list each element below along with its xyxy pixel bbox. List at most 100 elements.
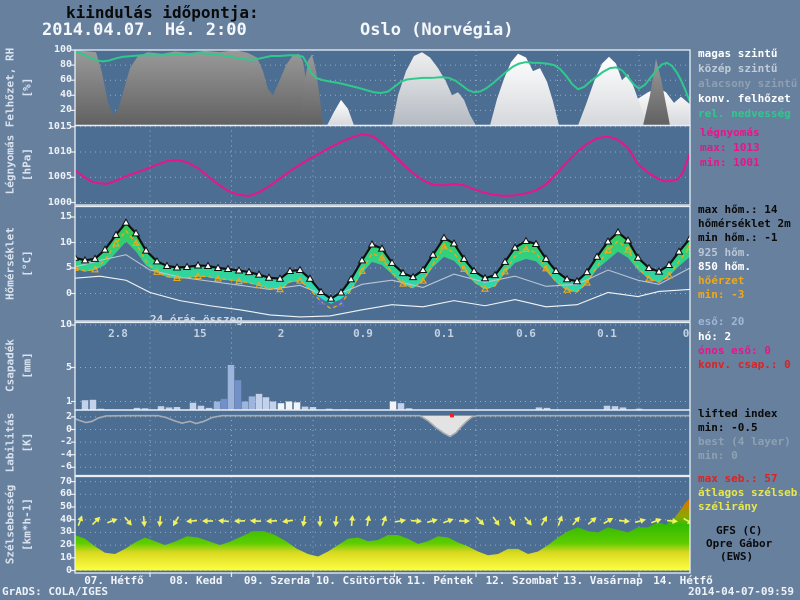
tick-label: 40 <box>59 89 72 101</box>
temp-marker <box>613 227 623 236</box>
lability-line <box>75 414 690 438</box>
precip-bar <box>189 402 197 410</box>
wind-arrow <box>381 515 387 526</box>
temp-marker <box>141 246 151 254</box>
daily-total: 0 <box>682 327 690 340</box>
wind-arrow <box>410 518 422 525</box>
legend-line: max seb.: 57 <box>698 472 778 485</box>
wind-arrow <box>572 516 580 526</box>
temp-marker <box>131 228 141 237</box>
temp-marker <box>387 258 397 266</box>
temp-marker <box>80 255 90 264</box>
panel-bg-lability <box>75 410 690 476</box>
legend-line: max hőm.: 14 <box>698 203 778 216</box>
legend-line: átlagos szélseb. <box>698 486 800 499</box>
wind-arrow <box>124 516 132 526</box>
tick-label: 60 <box>59 488 72 500</box>
temp-marker <box>664 260 674 268</box>
panel-frame <box>74 475 691 574</box>
timestamp: 2014-04-07-09:59 <box>688 585 794 598</box>
tick-label: 60 <box>59 74 72 86</box>
day-label: 12. Szombat <box>485 574 559 587</box>
windchill-marker <box>686 242 690 250</box>
wind-arrow <box>492 516 500 526</box>
day-label: 10. Csütörtök <box>315 574 403 587</box>
wind-arrow <box>666 518 678 525</box>
temp-marker <box>75 253 80 261</box>
wind-arrow <box>317 516 323 527</box>
tick-label: 20 <box>59 539 72 551</box>
tick-label: 40 <box>59 513 72 525</box>
windchill-marker <box>624 245 632 253</box>
wind-arrow <box>426 517 438 524</box>
daily-total: 15 <box>193 327 207 340</box>
legend-line: 925 hőm. <box>698 246 751 259</box>
precip-bar <box>309 407 317 410</box>
precip-bar <box>81 400 89 410</box>
windchill-marker <box>501 267 509 275</box>
wind-arrow <box>365 515 372 527</box>
day-label: 13. Vasárnap <box>563 574 643 587</box>
temp-marker <box>408 272 418 281</box>
temp-marker <box>449 239 459 247</box>
temp-marker <box>582 267 592 276</box>
precip-bar <box>133 407 141 410</box>
wind-arrow <box>540 515 547 526</box>
wind-arrow <box>618 518 630 525</box>
windchill-marker <box>91 265 99 273</box>
cloud-area <box>327 99 354 126</box>
precip-bar <box>141 408 149 410</box>
temp-marker <box>336 288 346 296</box>
panel-frame <box>74 205 691 322</box>
windchill-marker <box>583 278 591 286</box>
windchill-marker <box>214 274 222 282</box>
tick-label: 0 <box>65 287 72 299</box>
temp-marker <box>603 237 613 245</box>
temp-marker <box>418 265 428 274</box>
temp-marker <box>357 255 367 264</box>
wind-arrow <box>250 517 262 524</box>
windchill-marker <box>317 297 325 305</box>
precip-bar <box>197 405 205 410</box>
legend-line: alacsony szintű <box>698 77 798 90</box>
wind-arrow <box>186 518 198 525</box>
windchill-marker <box>440 242 448 250</box>
tick-label: 15 <box>59 211 72 222</box>
tick-label: -6 <box>59 461 72 473</box>
legend-line: min: -3 <box>698 288 745 301</box>
tick-label: -4 <box>59 448 72 460</box>
temp-marker <box>674 247 684 255</box>
temp-marker <box>439 233 449 241</box>
windchill-marker <box>112 239 120 247</box>
day-label: 07. Hétfő <box>84 574 144 587</box>
tick-label: 2 <box>65 410 72 422</box>
tick-label: 80 <box>59 59 72 71</box>
init-time: 2014.04.07. Hé. 2:00 <box>42 20 247 40</box>
windchill-marker <box>235 277 243 285</box>
legend-line: min: -0.5 <box>698 421 758 434</box>
day-label: 14. Hétfő <box>653 574 713 587</box>
grads-credit: GrADS: COLA/IGES <box>2 585 108 598</box>
temp-marker <box>367 240 377 248</box>
temp-marker <box>685 234 690 242</box>
precip-bar <box>293 402 301 410</box>
daily-total-header: 24 órás összeg <box>150 313 243 326</box>
legend-line: min: 1001 <box>700 156 760 169</box>
wind-area <box>75 498 690 571</box>
precip-bar <box>248 396 256 410</box>
windchill-marker <box>378 253 386 261</box>
precip-bar <box>277 403 285 410</box>
cloud-area <box>578 56 647 126</box>
legend-line: hőmérséklet 2m <box>698 217 791 230</box>
day-label: 11. Péntek <box>406 574 474 587</box>
precip-bar <box>157 406 165 410</box>
daily-total: 2.8 <box>108 327 128 340</box>
precip-bar <box>205 407 213 410</box>
pressure-line <box>75 133 690 197</box>
tick-label: 1005 <box>47 171 72 183</box>
legend-line: konv. csap.: 0 <box>698 358 791 371</box>
windchill-marker <box>419 276 427 284</box>
temp-marker <box>521 236 531 244</box>
tick-label: 10 <box>59 551 72 563</box>
windchill-marker <box>358 266 366 274</box>
